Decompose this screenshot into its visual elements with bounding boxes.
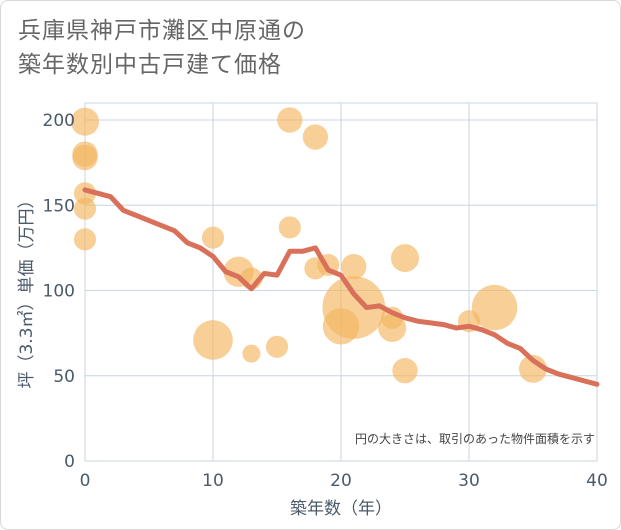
bubble-point (391, 244, 419, 273)
bubble-point (392, 357, 418, 384)
bubble-point (278, 216, 301, 239)
chart-title-line-1: 兵庫県神戸市灘区中原通の (18, 18, 306, 44)
bubble-series (71, 107, 547, 384)
bubble-point (193, 320, 233, 360)
y-axis-label: 坪（3.3㎡）単価（万円） (17, 191, 37, 388)
chart-title: 兵庫県神戸市灘区中原通の 築年数別中古戸建て価格 (18, 14, 306, 82)
bubble-point (73, 228, 97, 251)
bubble-point (73, 197, 97, 220)
bubble-point (72, 144, 98, 171)
bubble-point (265, 335, 289, 358)
bubble-point (277, 107, 303, 133)
x-tick-label: 20 (330, 471, 352, 491)
bubble-point (71, 107, 99, 136)
x-tick-label: 10 (202, 471, 224, 491)
x-tick-label: 30 (458, 471, 480, 491)
trend-series (82, 187, 600, 387)
bubble-point (73, 182, 97, 205)
y-tick-labels: 0 50 100 150 200 (43, 111, 75, 472)
x-tick-label: 0 (80, 471, 91, 491)
bubble-point (341, 253, 367, 280)
bubble-point (242, 344, 261, 363)
chart-title-line-2: 築年数別中古戸建て価格 (18, 52, 282, 78)
size-note: 円の大きさは、取引のあった物件面積を示す (355, 431, 595, 446)
y-tick-label: 200 (43, 111, 75, 131)
grid-lines (84, 103, 598, 462)
bubble-point (201, 226, 225, 249)
bubble-point (302, 124, 329, 150)
y-tick-label: 150 (43, 196, 75, 216)
x-tick-labels: 0 10 20 30 40 (80, 471, 608, 491)
trend-line (82, 187, 600, 387)
bubble-point (519, 354, 547, 383)
bubble-point (471, 284, 518, 331)
y-tick-label: 50 (53, 367, 75, 387)
x-tick-label: 40 (586, 471, 608, 491)
y-tick-label: 100 (43, 282, 75, 302)
bubble-point (322, 276, 386, 339)
x-axis-label: 築年数（年） (290, 499, 392, 519)
y-tick-label: 0 (64, 452, 75, 472)
